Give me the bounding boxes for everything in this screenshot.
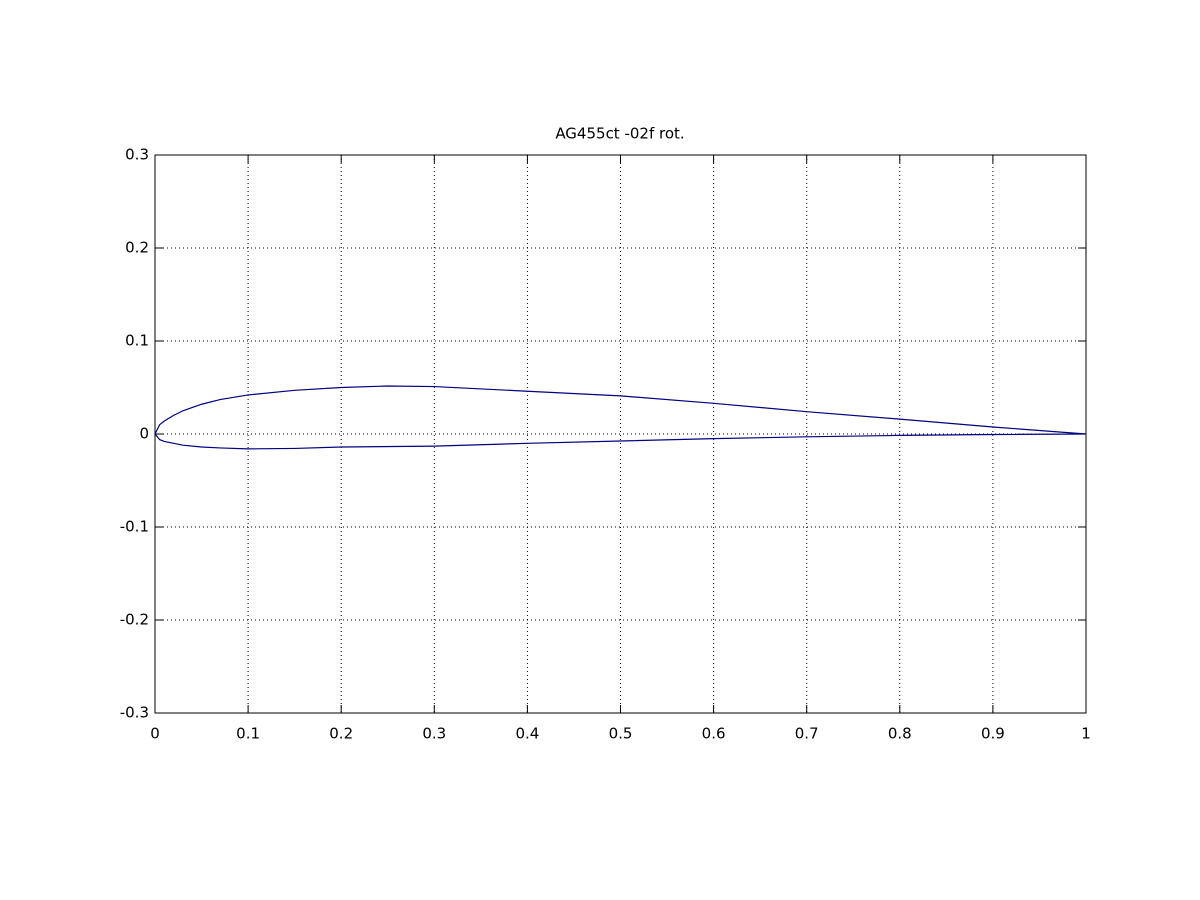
x-tick-label: 0.7 bbox=[795, 725, 819, 743]
y-tick-label: 0.2 bbox=[125, 239, 149, 257]
x-tick-label: 0.5 bbox=[609, 725, 633, 743]
x-tick-label: 0.2 bbox=[329, 725, 353, 743]
y-tick-label: -0.3 bbox=[120, 704, 149, 722]
y-tick-label: 0.3 bbox=[125, 146, 149, 164]
x-tick-label: 0.4 bbox=[515, 725, 539, 743]
y-tick-label: 0 bbox=[139, 425, 149, 443]
x-tick-label: 0.1 bbox=[236, 725, 260, 743]
x-tick-label: 0.9 bbox=[981, 725, 1005, 743]
y-tick-label: -0.2 bbox=[120, 611, 149, 629]
x-tick-label: 0.8 bbox=[888, 725, 912, 743]
chart-title: AG455ct -02f rot. bbox=[555, 125, 684, 143]
x-tick-label: 1 bbox=[1081, 725, 1091, 743]
airfoil-line bbox=[154, 385, 1087, 450]
x-tick-label: 0.6 bbox=[702, 725, 726, 743]
x-tick-label: 0 bbox=[150, 725, 160, 743]
x-tick-label: 0.3 bbox=[422, 725, 446, 743]
y-tick-label: 0.1 bbox=[125, 332, 149, 350]
y-tick-label: -0.1 bbox=[120, 518, 149, 536]
